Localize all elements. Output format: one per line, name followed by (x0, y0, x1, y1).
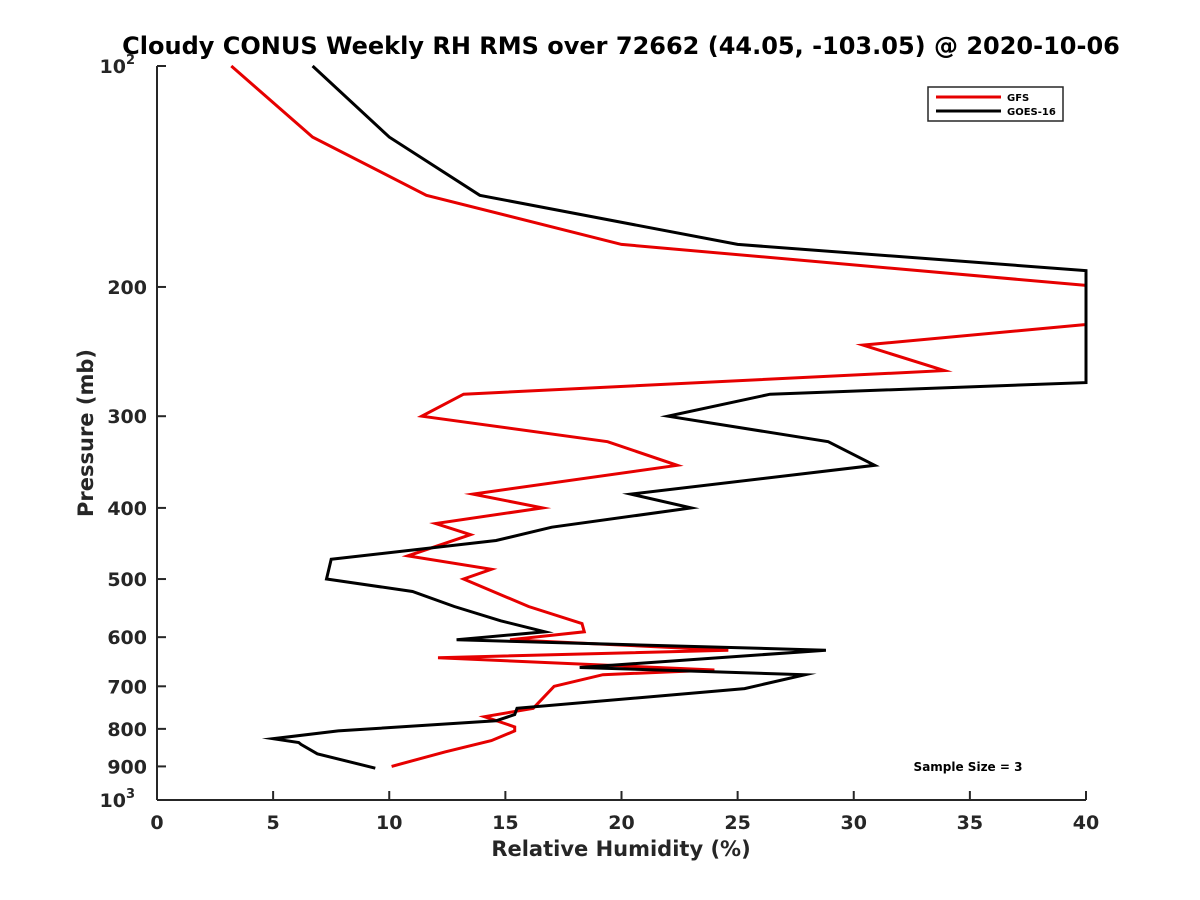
y-tick-label: 600 (107, 627, 147, 649)
y-tick-label: 400 (107, 498, 147, 520)
legend-entry-label: GFS (1007, 93, 1029, 104)
legend-box (927, 86, 1064, 122)
x-tick-label: 10 (376, 812, 402, 834)
x-axis-label: Relative Humidity (%) (491, 837, 750, 861)
sample-size-annotation: Sample Size = 3 (914, 760, 1023, 774)
x-tick-label: 5 (267, 812, 280, 834)
y-tick-label: 900 (107, 756, 147, 778)
y-tick-label: 300 (107, 406, 147, 428)
x-tick-label: 25 (724, 812, 750, 834)
series-layer (230, 64, 1088, 770)
x-tick-label: 20 (608, 812, 634, 834)
legend: GFS GOES-16 (927, 86, 1064, 122)
y-tick-label: 800 (107, 719, 147, 741)
series-line-goes-16 (261, 64, 1088, 770)
y-tick-label: 700 (107, 676, 147, 698)
axes: 0 5 10 15 20 25 30 35 40 102 200 300 400 500 600 700 800… (100, 53, 1100, 834)
y-tick-label: 200 (107, 277, 147, 299)
x-tick-label: 35 (957, 812, 983, 834)
y-tick-label: 103 (100, 787, 136, 812)
y-tick-label: 500 (107, 569, 147, 591)
y-tick-label: 102 (100, 53, 136, 78)
chart-title: Cloudy CONUS Weekly RH RMS over 72662 (4… (122, 32, 1120, 60)
x-tick-label: 15 (492, 812, 518, 834)
legend-entry-label: GOES-16 (1007, 107, 1056, 118)
x-tick-label: 40 (1073, 812, 1099, 834)
x-tick-label: 30 (841, 812, 867, 834)
x-tick-label: 0 (150, 812, 163, 834)
y-axis-label: Pressure (mb) (74, 349, 98, 517)
